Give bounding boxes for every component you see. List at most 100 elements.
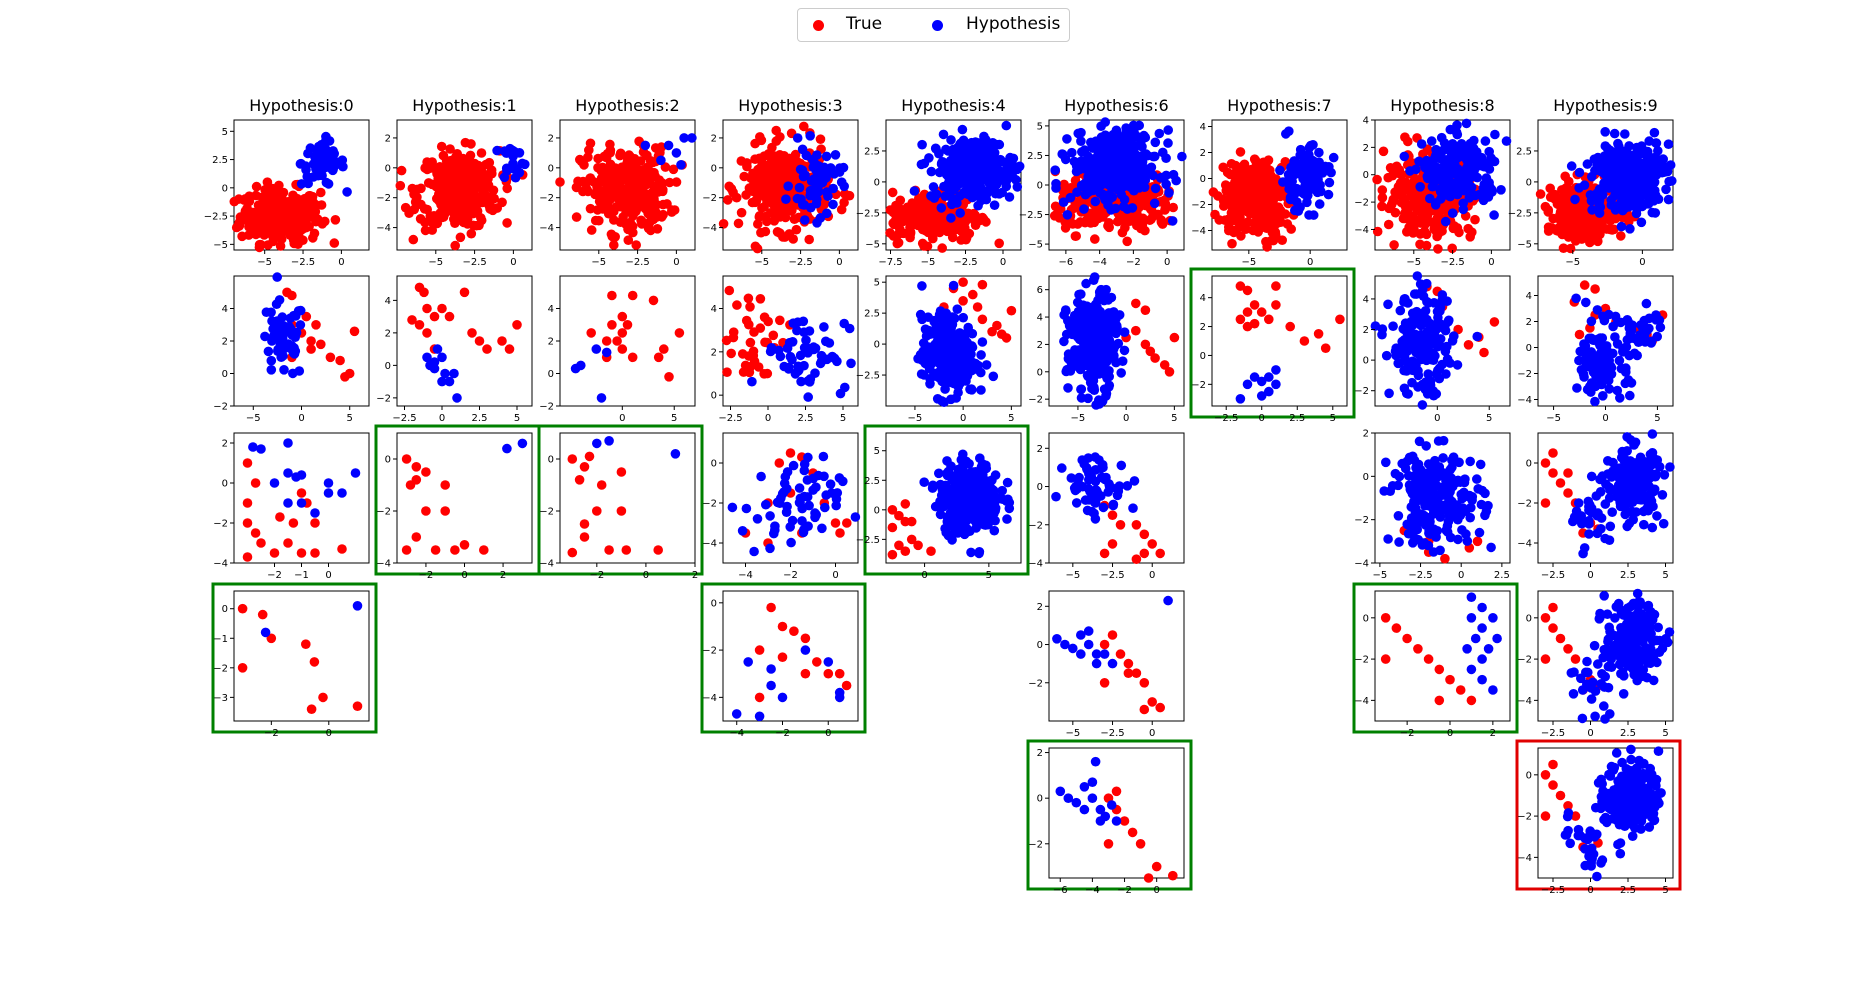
plot-c3-r3-point-true	[800, 668, 811, 679]
plot-c2-r0-point-true	[590, 215, 601, 226]
plot-c1-r0-ytick-label: 2	[385, 133, 391, 144]
plot-c4-r2-point-hypothesis	[962, 497, 973, 507]
plot-c4-r0-xtick-label: 0	[1000, 257, 1006, 268]
plot-c3-r1-point-true	[745, 337, 756, 348]
plot-c4-r0-point-hypothesis	[938, 129, 949, 140]
plot-c0-r0-point-true	[308, 233, 318, 243]
plot-c5-r0-point-hypothesis	[1161, 153, 1171, 163]
plot-c0-r1-point-hypothesis	[260, 331, 270, 342]
plot-c3-r2-point-hypothesis	[776, 493, 786, 504]
plot-c5-r2-point-hypothesis	[1108, 500, 1118, 511]
plot-c4-r2-point-true	[900, 499, 911, 509]
plot-c0-r1-xtick-label: 0	[298, 413, 304, 424]
plot-c5-r1-point-true	[1131, 325, 1141, 336]
plot-c7-r0-point-true	[1448, 223, 1459, 234]
plot-c3-r0-point-hypothesis	[797, 144, 808, 155]
plot-c4-r2-point-hypothesis	[962, 524, 972, 534]
plot-c4-r1-point-true	[1001, 333, 1012, 343]
plot-c6-r0-point-true	[1272, 218, 1282, 229]
plot-c0-r0-xtick-label: −5	[257, 257, 272, 268]
plot-c3-r2-point-hypothesis	[820, 502, 830, 513]
plot-c3-r0-point-hypothesis	[813, 161, 824, 171]
plot-c3-r3-point-true	[766, 602, 776, 613]
plot-c2-r0-point-hypothesis	[687, 133, 697, 143]
plot-c3-r0-point-true	[775, 162, 785, 173]
plot-c3-r2-point-hypothesis	[832, 488, 843, 498]
plot-c5-r2-xtick-label: −2.5	[1100, 570, 1124, 581]
plot-c3-r0-point-true	[771, 125, 781, 136]
plot-c3-r3-point-true	[841, 680, 852, 691]
plot-c5-r0-point-hypothesis	[1097, 160, 1108, 171]
plot-c3-r0-point-true	[756, 162, 766, 172]
column-title-2: Hypothesis:2	[575, 96, 679, 115]
plot-c2-r0-point-true	[625, 152, 636, 162]
plot-c1-r0-point-true	[438, 211, 449, 221]
plot-c2-r0-point-true	[612, 182, 622, 193]
plot-c4-r1-point-hypothesis	[953, 381, 964, 392]
plot-c4-r1-point-true	[1006, 305, 1017, 316]
plot-c4-r0-point-hypothesis	[926, 166, 937, 177]
plot-c5-r1-point-true	[1131, 298, 1141, 309]
plot-c1-r0-point-true	[449, 209, 460, 219]
plot-c0-r0-xtick-label: −2.5	[291, 257, 315, 268]
plot-c3-r0-point-true	[733, 218, 744, 229]
plot-c0-r1-point-hypothesis	[287, 343, 298, 353]
plot-c0-r1-point-hypothesis	[294, 366, 305, 376]
plot-c2-r2-ytick-label: −2	[539, 507, 554, 518]
plot-c2-r1-point-true	[586, 328, 596, 338]
plot-c3-r2-ytick-label: 0	[711, 459, 717, 470]
plot-c0-r2-point-true	[242, 458, 253, 468]
plot-c4-r0-point-hypothesis	[979, 131, 989, 142]
plot-c5-r1-point-hypothesis	[1099, 384, 1110, 395]
plot-c0-r1-point-hypothesis	[273, 344, 283, 355]
plot-c3-r1-ytick-label: 2	[711, 347, 717, 358]
plot-c4-r0-point-hypothesis	[995, 166, 1006, 177]
plot-c3-r2-point-hypothesis	[761, 499, 771, 510]
plot-c5-r2-ytick-label: 0	[1037, 482, 1043, 493]
plot-c0-r0-point-true	[240, 206, 251, 216]
plot-c2-r2-point-hypothesis	[604, 436, 614, 446]
plot-c1-r1-point-true	[474, 336, 485, 346]
plot-c2-r0-point-true	[668, 164, 679, 175]
plot-c0-r3-ytick-label: −2	[213, 663, 228, 674]
plot-c3-r2-point-hypothesis	[782, 467, 793, 477]
plot-c6-r0-point-true	[1235, 147, 1246, 157]
plot-c0-r2-ytick-label: 0	[222, 479, 228, 490]
plot-c4-r1-point-hypothesis	[958, 312, 968, 323]
plot-c0-r0-point-hypothesis	[328, 165, 338, 176]
plot-c4-r0-point-hypothesis	[926, 191, 936, 201]
plot-c3-r1-point-hypothesis	[774, 345, 784, 356]
plot-c0-r1-point-true	[340, 372, 350, 382]
plot-c5-r2-point-hypothesis	[1114, 481, 1125, 491]
plot-c4-r0-xtick-label: −7.5	[878, 257, 902, 268]
plot-c5-r4-xtick-label: 0	[1153, 885, 1159, 896]
plot-c5-r1-point-hypothesis	[1097, 396, 1108, 407]
plot-c0-r0-point-true	[275, 241, 286, 251]
plot-c1-r2-point-true	[421, 506, 431, 516]
plot-c1-r1-point-hypothesis	[422, 352, 432, 363]
plot-c6-r1-point-true	[1242, 321, 1253, 332]
plot-c4-r2-point-hypothesis	[991, 493, 1002, 503]
plot-c2-r0-point-true	[606, 229, 617, 240]
plot-c4-r1-point-hypothesis	[939, 358, 950, 368]
plot-c1-r0-point-true	[452, 149, 463, 159]
plot-c0-r3-point-true	[301, 639, 311, 649]
plot-c3-r1-point-true	[743, 293, 754, 304]
plot-c5-r1-point-true	[1140, 305, 1151, 316]
plot-c4-r2-point-hypothesis	[1002, 514, 1012, 524]
plot-c4-r2-ytick-label: 5	[874, 446, 880, 457]
plot-c3-r1-point-hypothesis	[829, 353, 840, 364]
plot-c5-r1-point-hypothesis	[1116, 368, 1126, 378]
plot-c0-r1-point-true	[335, 355, 345, 366]
plot-c0-r2-point-true	[283, 538, 293, 548]
plot-c4-r0-point-true	[934, 223, 944, 233]
plot-c0-r0-point-true	[251, 181, 262, 192]
plot-c3-r3-point-true	[823, 668, 834, 679]
plot-c1-r2-point-true	[430, 545, 441, 555]
plot-c5-r0-point-hypothesis	[1119, 194, 1130, 205]
plot-c0-r0-point-true	[235, 216, 245, 227]
plot-c5-r1-point-hypothesis	[1065, 366, 1076, 376]
plot-c5-r1-ytick-label: −2	[1028, 395, 1043, 406]
plot-c6-r1-point-true	[1242, 307, 1253, 317]
plot-c5-r1-xtick-label: 5	[1171, 413, 1177, 424]
